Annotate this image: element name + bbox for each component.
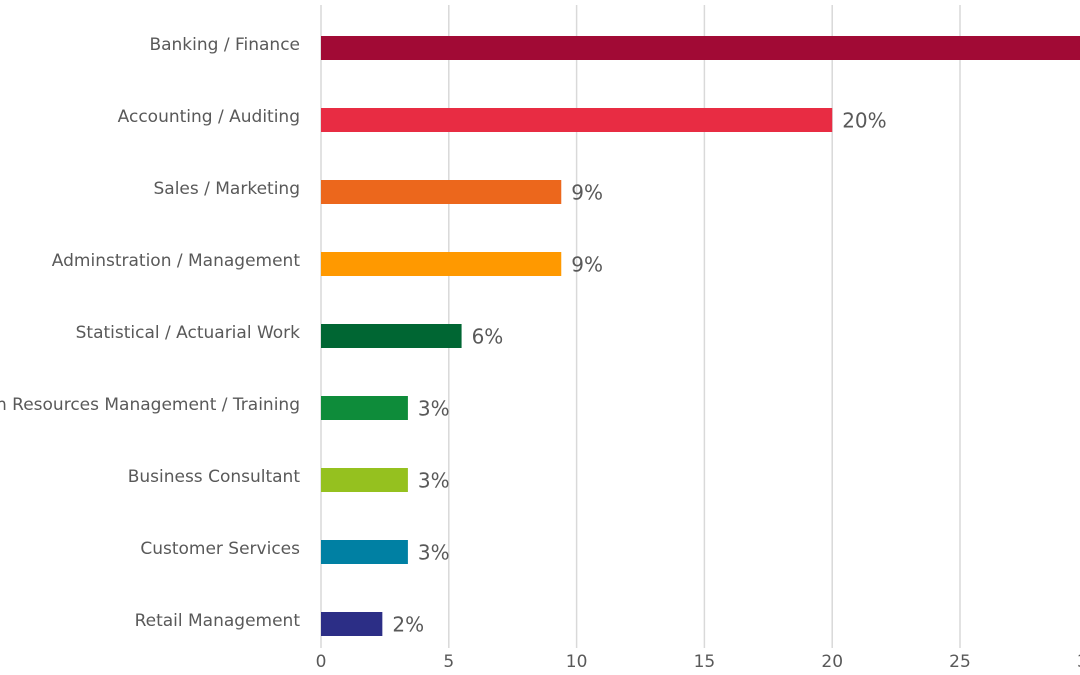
x-tick-label: 15 xyxy=(694,652,716,672)
category-label: Adminstration / Management xyxy=(52,251,301,271)
x-tick-label: 0 xyxy=(316,652,327,672)
bar xyxy=(321,108,833,132)
value-label: 3% xyxy=(418,469,450,493)
x-tick-label: 5 xyxy=(443,652,454,672)
bar xyxy=(321,36,1080,60)
bar xyxy=(321,252,562,276)
category-label: Customer Services xyxy=(140,539,300,559)
x-tick-label: 10 xyxy=(566,652,588,672)
x-tick-label: 20 xyxy=(821,652,843,672)
value-label: 3% xyxy=(418,541,450,565)
value-label: 3% xyxy=(418,397,450,421)
bar xyxy=(321,180,562,204)
x-tick-label: 25 xyxy=(949,652,971,672)
category-label: Sales / Marketing xyxy=(153,179,300,199)
category-label: Banking / Finance xyxy=(149,35,300,55)
value-label: 9% xyxy=(571,181,603,205)
bar xyxy=(321,612,383,636)
category-label: Business Consultant xyxy=(128,467,301,487)
value-label: 2% xyxy=(392,613,424,637)
value-label: 20% xyxy=(842,109,886,133)
value-label: 9% xyxy=(571,253,603,277)
bar xyxy=(321,324,462,348)
category-label: Retail Management xyxy=(135,611,301,631)
category-label: Statistical / Actuarial Work xyxy=(76,323,301,343)
x-tick-label: 30 xyxy=(1077,652,1080,672)
value-label: 6% xyxy=(472,325,504,349)
category-label: Accounting / Auditing xyxy=(118,107,300,127)
category-label: Human Resources Management / Training xyxy=(0,395,300,415)
bar xyxy=(321,540,408,564)
bar xyxy=(321,468,408,492)
bar xyxy=(321,396,408,420)
